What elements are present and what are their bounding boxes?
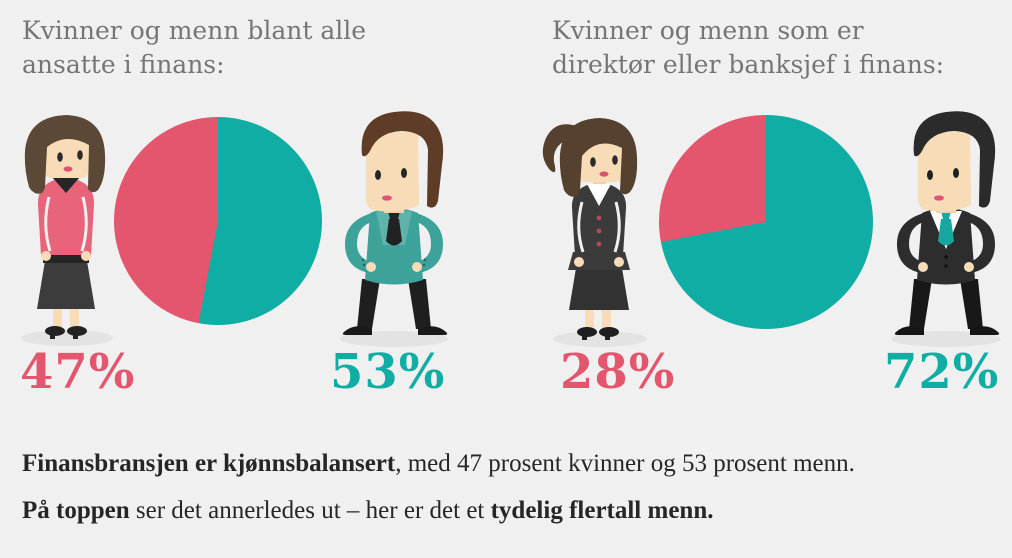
woman-pink-sweater-icon: [21, 115, 113, 346]
left-panel-title-line2: ansatte i finans:: [22, 50, 225, 79]
footer-line1-bold: Finansbransjen er kjønnsbalansert: [22, 450, 396, 477]
right-panel-title-line1: Kvinner og menn som er: [552, 16, 864, 45]
right-panel-title-line2: direktør eller banksjef i finans:: [552, 50, 945, 79]
left-panel-title: Kvinner og menn blant alle ansatte i fin…: [22, 14, 366, 82]
footer-line-2: På toppen ser det annerledes ut – her er…: [22, 497, 714, 525]
footer-line2-bold2: tydelig flertall menn.: [490, 497, 714, 524]
men-percentage-all-employees: 53%: [330, 344, 446, 400]
pie-chart-all-employees: [114, 117, 322, 325]
women-percentage-all-employees: 47%: [20, 344, 136, 400]
right-panel-title: Kvinner og menn som er direktør eller ba…: [552, 14, 944, 82]
footer-line1-rest: , med 47 prosent kvinner og 53 prosent m…: [395, 450, 855, 477]
footer-line2-bold1: På toppen: [22, 497, 130, 524]
footer-line-1: Finansbransjen er kjønnsbalansert, med 4…: [22, 450, 855, 478]
man-black-suit-icon: [891, 111, 1001, 347]
pie-chart-executives: [659, 115, 873, 329]
men-percentage-executives: 72%: [884, 344, 1000, 400]
woman-business-suit-ponytail-icon: [542, 118, 647, 347]
footer-line2-mid: ser det annerledes ut – her er det et: [129, 497, 491, 524]
women-percentage-executives: 28%: [560, 344, 676, 400]
left-panel-title-line1: Kvinner og menn blant alle: [22, 16, 367, 45]
man-teal-sweater-icon: [340, 111, 448, 347]
